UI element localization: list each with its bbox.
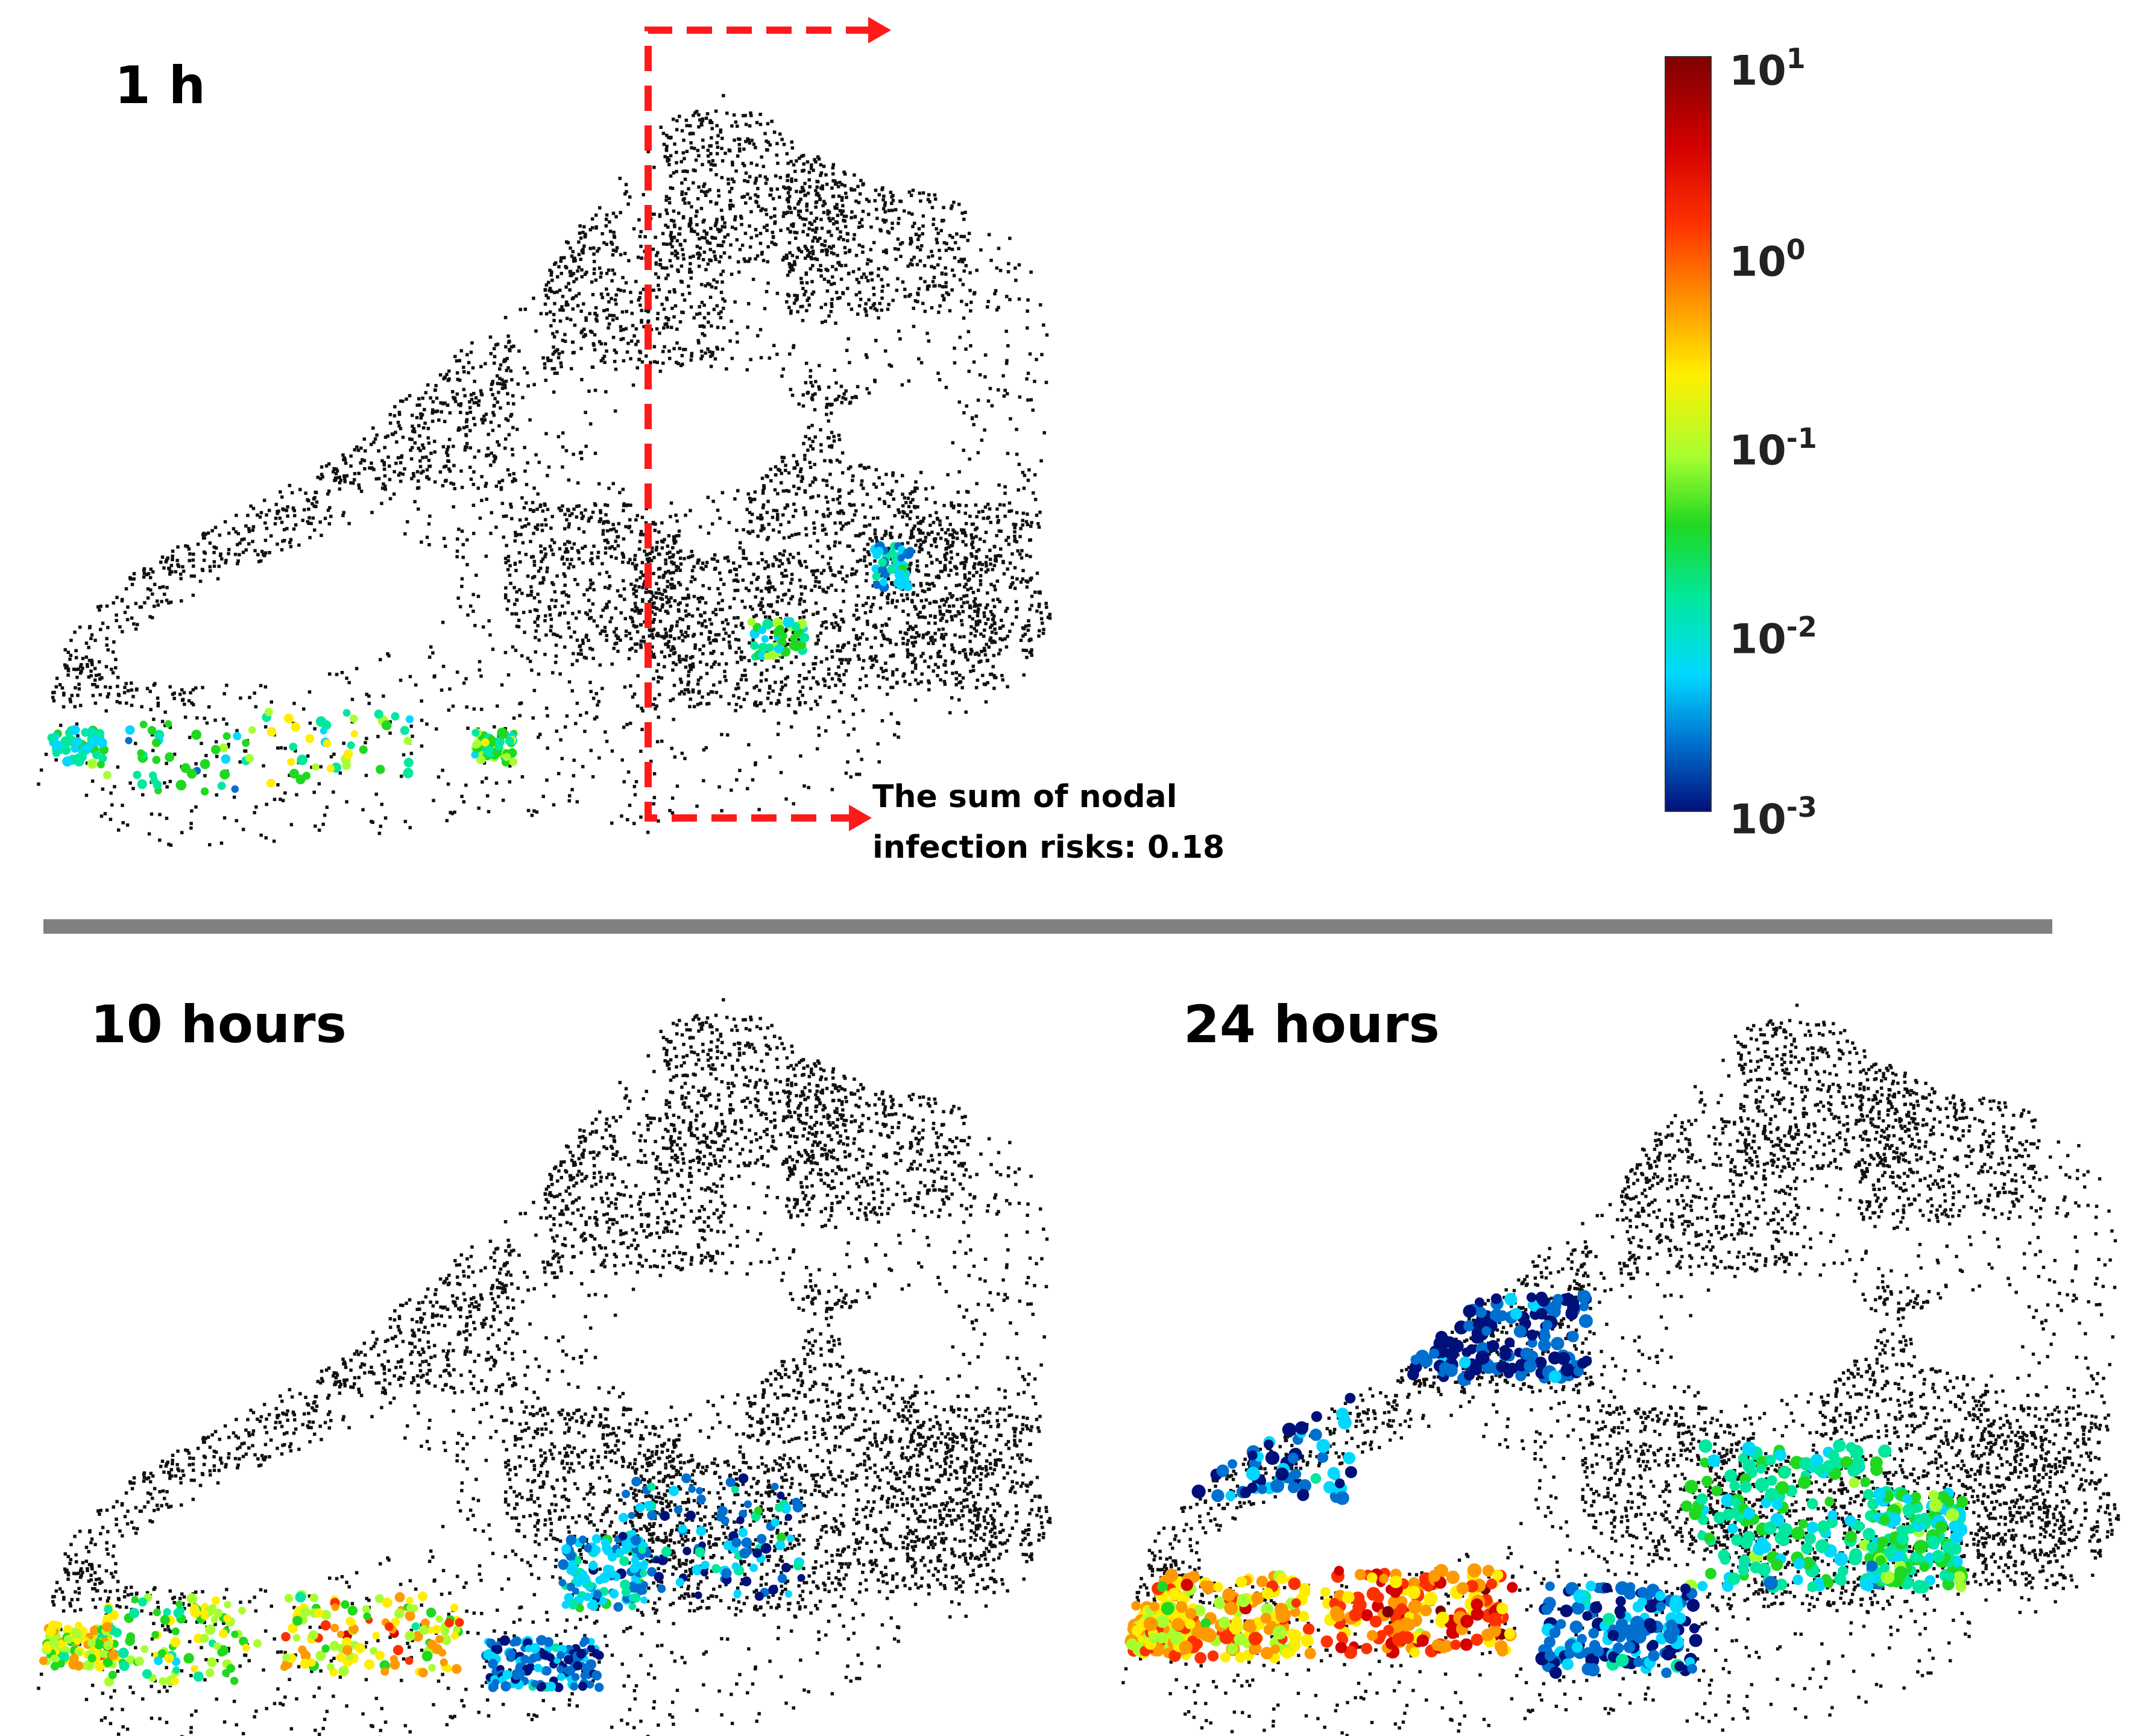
infection-risk-note: The sum of nodal infection risks: 0.18 — [872, 772, 1225, 873]
network-nodes — [37, 998, 1052, 1736]
network-map-24-hours — [1121, 1003, 2120, 1736]
colorbar-tick-5: 10-3 — [1729, 791, 1817, 844]
note-line-2: infection risks: 0.18 — [872, 829, 1225, 866]
panel-divider — [43, 919, 2052, 934]
network-nodes — [37, 93, 1052, 847]
network-map-1h — [37, 93, 1052, 847]
colorbar-tick-3: 10-1 — [1729, 422, 1817, 475]
panel-title-24-hours: 24 hours — [1184, 995, 1440, 1055]
infected-nodes — [47, 541, 915, 796]
colorbar-tick-1: 101 — [1729, 42, 1806, 95]
note-line-1: The sum of nodal — [872, 779, 1177, 815]
network-map-10-hours — [37, 998, 1052, 1736]
colorbar-tick-4: 10-2 — [1729, 611, 1817, 664]
infected-nodes — [1124, 1290, 1969, 1679]
colorbar-tick-2: 100 — [1729, 233, 1806, 286]
infected-nodes — [39, 1473, 805, 1693]
colorbar — [1665, 56, 1712, 812]
dashed-arrow-annotation — [645, 17, 891, 831]
panel-title-1h: 1 h — [115, 55, 206, 116]
network-nodes — [1121, 1003, 2120, 1736]
panel-title-10-hours: 10 hours — [90, 995, 347, 1055]
